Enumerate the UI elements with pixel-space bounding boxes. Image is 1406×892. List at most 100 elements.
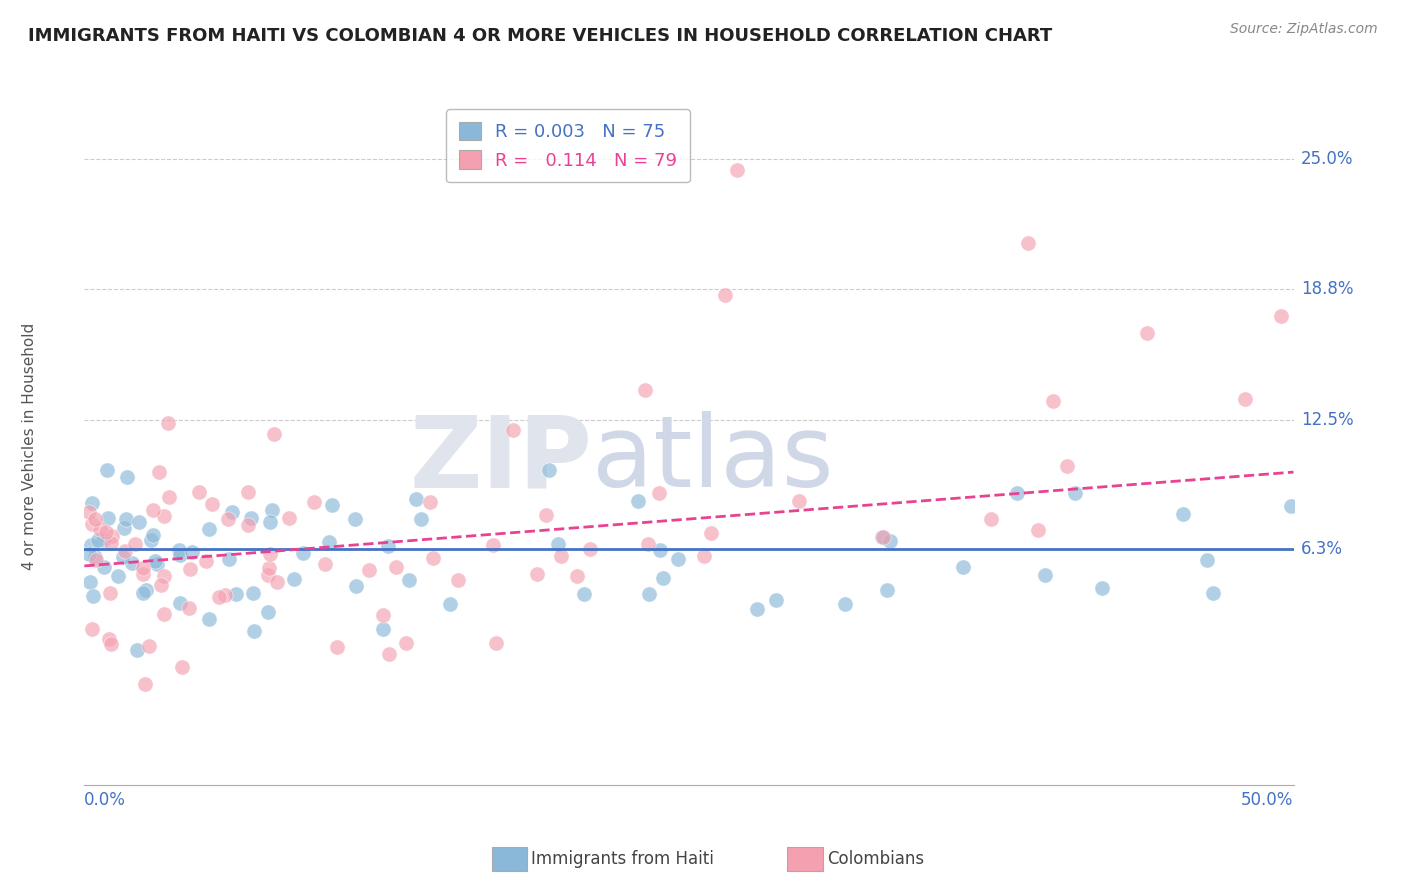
Point <box>1202 585 1225 599</box>
Text: Colombians: Colombians <box>827 850 924 868</box>
Point <box>124 537 146 551</box>
Point <box>318 534 340 549</box>
Point <box>648 486 671 500</box>
Point <box>148 465 170 479</box>
Point <box>91 533 114 547</box>
Point <box>146 558 169 572</box>
Point <box>100 529 122 543</box>
Point <box>236 485 259 500</box>
Point <box>115 470 138 484</box>
Point <box>385 559 408 574</box>
Point <box>579 541 602 556</box>
Point <box>787 493 810 508</box>
Point <box>84 512 107 526</box>
Point <box>1005 485 1028 500</box>
Point <box>135 582 157 597</box>
Point <box>765 593 787 607</box>
Point <box>377 647 399 661</box>
Point <box>208 590 231 604</box>
Point <box>115 511 138 525</box>
Point <box>198 522 221 536</box>
Point <box>132 560 155 574</box>
Point <box>637 587 659 601</box>
Text: Source: ZipAtlas.com: Source: ZipAtlas.com <box>1230 22 1378 37</box>
Point <box>394 636 416 650</box>
Point <box>1234 392 1257 406</box>
Point <box>180 545 202 559</box>
Point <box>283 572 305 586</box>
Text: 0.0%: 0.0% <box>84 791 127 809</box>
Point <box>439 597 461 611</box>
Point <box>89 522 111 536</box>
Point <box>637 536 659 550</box>
Point <box>153 569 176 583</box>
Point <box>422 551 444 566</box>
Point <box>419 495 441 509</box>
Point <box>132 567 155 582</box>
Text: 18.8%: 18.8% <box>1301 279 1353 298</box>
Point <box>1017 235 1039 250</box>
Point <box>534 508 557 523</box>
Point <box>82 589 104 603</box>
Point <box>84 549 107 564</box>
Point <box>1026 523 1049 537</box>
Point <box>93 560 115 574</box>
Point <box>177 601 200 615</box>
Point <box>259 547 281 561</box>
Point <box>745 602 768 616</box>
Point <box>100 536 122 550</box>
Point <box>134 677 156 691</box>
Point <box>1091 581 1114 595</box>
Point <box>377 539 399 553</box>
Point <box>157 491 180 505</box>
Point <box>326 640 349 655</box>
Point <box>714 287 737 301</box>
Point <box>952 560 974 574</box>
Point <box>1064 486 1087 500</box>
Point <box>114 544 136 558</box>
Text: Immigrants from Haiti: Immigrants from Haiti <box>531 850 714 868</box>
Point <box>142 502 165 516</box>
Point <box>157 417 180 431</box>
Text: ZIP: ZIP <box>409 411 592 508</box>
Point <box>138 639 160 653</box>
Point <box>153 508 176 523</box>
Point <box>547 536 569 550</box>
Point <box>112 521 135 535</box>
Point <box>79 574 101 589</box>
Point <box>225 587 247 601</box>
Point <box>692 549 714 564</box>
Point <box>666 552 689 566</box>
Point <box>142 528 165 542</box>
Point <box>343 511 366 525</box>
Point <box>485 636 508 650</box>
Point <box>259 516 281 530</box>
Point <box>292 547 315 561</box>
Point <box>872 530 894 544</box>
Point <box>128 515 150 529</box>
Point <box>150 577 173 591</box>
Point <box>169 548 191 562</box>
Point <box>221 505 243 519</box>
Point <box>550 549 572 563</box>
Point <box>239 510 262 524</box>
Point <box>96 524 118 539</box>
Text: IMMIGRANTS FROM HAITI VS COLOMBIAN 4 OR MORE VEHICLES IN HOUSEHOLD CORRELATION C: IMMIGRANTS FROM HAITI VS COLOMBIAN 4 OR … <box>28 27 1052 45</box>
Point <box>218 552 240 566</box>
Point <box>201 497 224 511</box>
Point <box>98 632 121 647</box>
Point <box>242 585 264 599</box>
Point <box>1279 499 1302 513</box>
Point <box>537 463 560 477</box>
Point <box>153 607 176 621</box>
Text: 25.0%: 25.0% <box>1301 150 1353 169</box>
Point <box>169 596 191 610</box>
Point <box>447 573 470 587</box>
Point <box>82 623 104 637</box>
Point <box>132 586 155 600</box>
Point <box>167 542 190 557</box>
Point <box>257 605 280 619</box>
Point <box>214 588 236 602</box>
Text: 12.5%: 12.5% <box>1301 411 1354 429</box>
Point <box>1136 326 1159 340</box>
